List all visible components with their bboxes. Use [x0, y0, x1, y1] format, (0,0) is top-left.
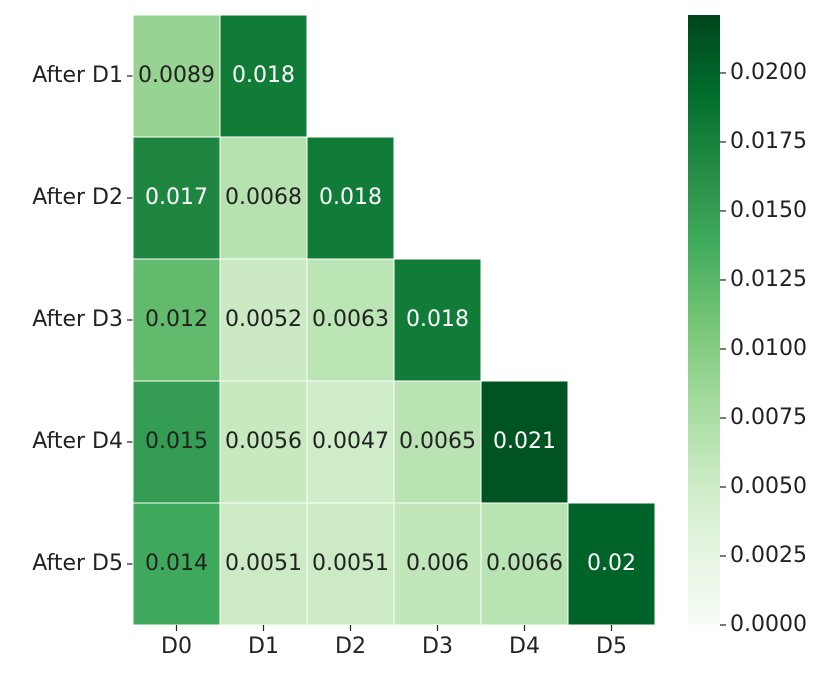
row-label: After D1 — [32, 63, 123, 88]
cell — [306, 380, 395, 504]
cell-label: 0.0066 — [486, 551, 563, 576]
cell-label: 0.018 — [319, 185, 382, 210]
row-label: After D2 — [32, 185, 123, 210]
colorbar-tick-label: 0.0150 — [730, 198, 807, 223]
row-label: After D4 — [32, 429, 123, 454]
cell-label: 0.0068 — [225, 185, 302, 210]
cell — [306, 502, 395, 626]
cell-label: 0.0051 — [312, 551, 389, 576]
cell-label: 0.0089 — [138, 63, 215, 88]
cell-label: 0.018 — [232, 63, 295, 88]
colorbar-tick-label: 0.0175 — [730, 129, 807, 154]
cell-label: 0.0063 — [312, 307, 389, 332]
cell-label: 0.021 — [493, 429, 556, 454]
cell — [480, 502, 569, 626]
cell-label: 0.0051 — [225, 551, 302, 576]
cell-label: 0.017 — [145, 185, 208, 210]
cell — [132, 502, 221, 626]
row-label: After D5 — [32, 551, 123, 576]
cell — [393, 502, 482, 626]
column-label: D4 — [509, 634, 540, 659]
colorbar-tick-label: 0.0000 — [730, 612, 807, 637]
column-label: D2 — [335, 634, 366, 659]
cell — [219, 258, 308, 382]
cell — [567, 502, 656, 626]
column-label: D3 — [422, 634, 453, 659]
cell — [306, 258, 395, 382]
cell — [132, 380, 221, 504]
cell-label: 0.02 — [587, 551, 636, 576]
column-label: D5 — [596, 634, 627, 659]
cell — [480, 380, 569, 504]
colorbar-tick-label: 0.0200 — [730, 60, 807, 85]
colorbar-tick-label: 0.0075 — [730, 405, 807, 430]
cell-label: 0.018 — [406, 307, 469, 332]
colorbar-tick-label: 0.0125 — [730, 267, 807, 292]
colorbar-tick-label: 0.0025 — [730, 543, 807, 568]
cell-label: 0.0065 — [399, 429, 476, 454]
cell — [219, 380, 308, 504]
cell-label: 0.0056 — [225, 429, 302, 454]
column-label: D0 — [161, 634, 192, 659]
cell-label: 0.0047 — [312, 429, 389, 454]
cell-label: 0.0052 — [225, 307, 302, 332]
cell — [306, 136, 395, 260]
cell-label: 0.006 — [406, 551, 469, 576]
colorbar-tick-label: 0.0050 — [730, 474, 807, 499]
cell — [393, 258, 482, 382]
cell — [219, 14, 308, 138]
cell — [219, 136, 308, 260]
cell — [132, 136, 221, 260]
cell-label: 0.014 — [145, 551, 208, 576]
cell-label: 0.015 — [145, 429, 208, 454]
cell-label: 0.012 — [145, 307, 208, 332]
cell — [219, 502, 308, 626]
row-label: After D3 — [32, 307, 123, 332]
colorbar — [688, 15, 720, 625]
colorbar-tick-label: 0.0100 — [730, 336, 807, 361]
column-label: D1 — [248, 634, 279, 659]
